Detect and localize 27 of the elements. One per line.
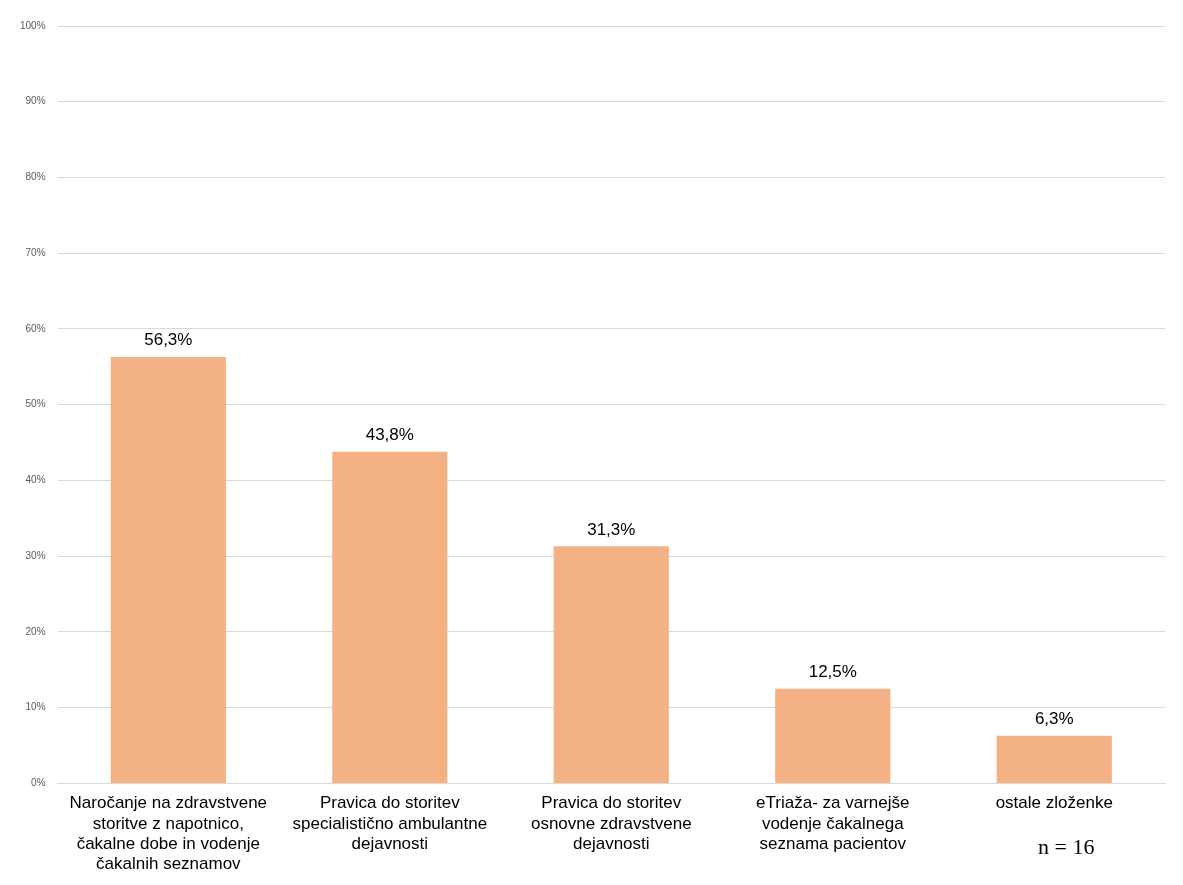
bar [553,546,669,783]
y-tick-label: 50% [25,398,46,410]
x-tick-label: ostale zloženke [995,793,1113,813]
x-tick-label: Naročanje na zdravstvene storitve z napotnico, čakalne dobe in vodenje čakalnih seznamov [69,793,268,874]
x-tick-label: Pravica do storitev specialistično ambulantne dejavnosti [292,793,488,854]
bar [996,735,1112,783]
bar [775,688,891,783]
y-tick-label: 70% [25,246,46,258]
data-label: 56,3% [144,330,193,350]
data-label: 6,3% [1034,708,1074,728]
y-tick-label: 10% [25,701,46,713]
bar [332,451,448,783]
data-label: 43,8% [365,424,414,444]
y-tick-label: 60% [25,322,46,334]
data-label: 12,5% [808,661,857,681]
data-label: 31,3% [587,519,636,539]
y-tick-label: 80% [25,171,46,183]
y-tick-label: 40% [25,474,46,486]
y-tick-label: 30% [25,549,46,561]
y-tick-label: 90% [25,95,46,107]
y-tick-label: 20% [25,625,46,637]
x-tick-label: eTriaža- za varnejše vodenje čakalnega seznama pacientov [756,793,910,854]
y-tick-label: 0% [31,777,46,789]
text: n = 16 [1038,834,1095,860]
y-tick-label: 100% [20,19,46,31]
bar [110,356,226,783]
x-tick-label: Pravica do storitev osnovne zdravstvene dejavnosti [530,793,692,854]
